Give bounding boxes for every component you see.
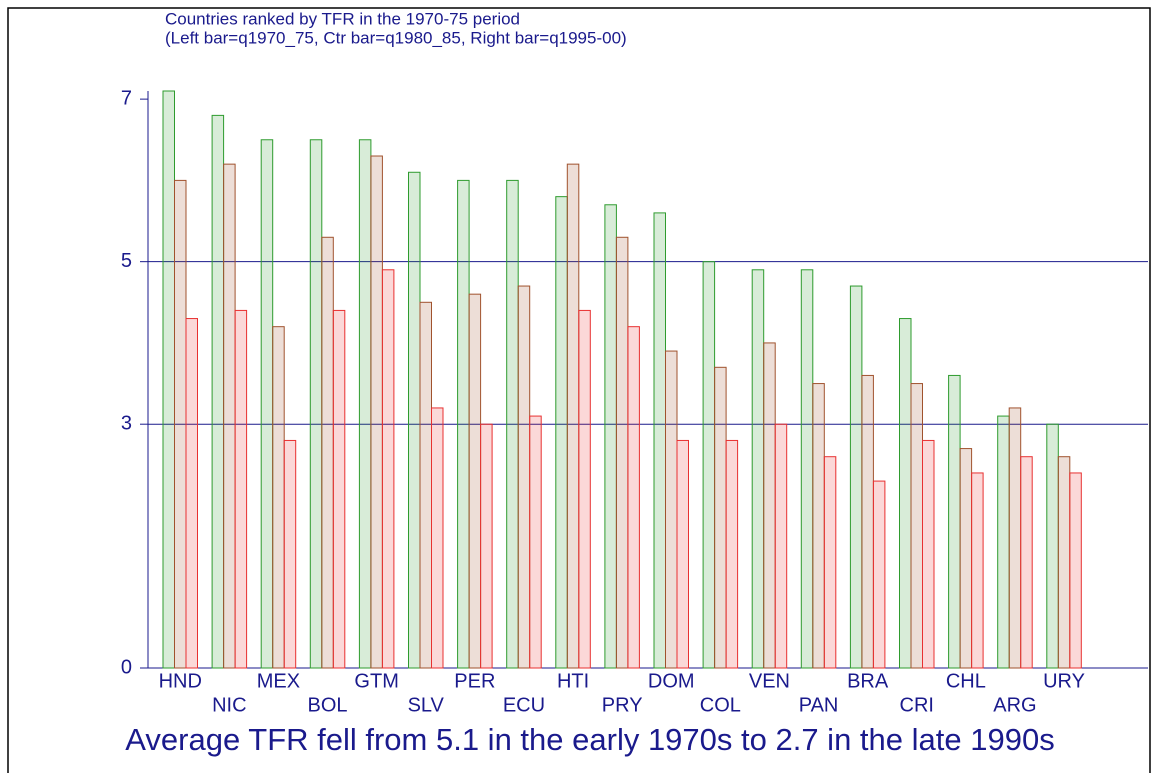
bar (714, 366, 727, 669)
bar (408, 171, 421, 669)
bar (1057, 456, 1071, 669)
bar (627, 326, 640, 669)
bar (899, 318, 912, 669)
bar (578, 309, 591, 669)
bar (174, 179, 187, 669)
bar (358, 139, 372, 669)
y-tick-label: 5 (121, 250, 132, 272)
y-tick-label: 0 (121, 656, 132, 678)
bar (529, 415, 542, 669)
bar (309, 139, 323, 669)
bar (370, 155, 383, 669)
bar (332, 309, 346, 669)
bar (381, 269, 395, 669)
x-tick-label: HND (159, 670, 202, 692)
chart-title: Countries ranked by TFR in the 1970-75 p… (165, 9, 520, 28)
x-tick-label: NIC (212, 694, 246, 716)
bar (234, 309, 248, 669)
x-tick-label: CRI (900, 694, 934, 716)
x-tick-label: PRY (602, 694, 643, 716)
x-tick-label: BOL (308, 694, 348, 716)
bar (1008, 407, 1022, 669)
x-tick-label: ARG (993, 694, 1036, 716)
bar (665, 350, 678, 669)
bar (948, 374, 961, 669)
bar (321, 236, 334, 669)
bar (604, 204, 617, 669)
x-tick-label: PER (454, 670, 495, 692)
bar (1046, 423, 1059, 669)
bar (800, 269, 814, 669)
bar (506, 179, 519, 669)
bar (725, 439, 739, 669)
x-tick-label: COL (700, 694, 741, 716)
x-tick-label: PAN (799, 694, 839, 716)
bar (260, 139, 274, 669)
bar (763, 342, 776, 669)
bar (517, 285, 531, 669)
x-tick-label: MEX (257, 670, 300, 692)
bar (211, 114, 225, 669)
bar (922, 439, 935, 669)
chart-note: Average TFR fell from 5.1 in the early 1… (125, 722, 1054, 757)
x-tick-label: URY (1043, 670, 1085, 692)
bar (653, 212, 666, 669)
x-tick-label: VEN (749, 670, 790, 692)
y-tick-label: 7 (121, 87, 132, 109)
bar (272, 326, 285, 669)
bar (959, 448, 973, 669)
x-tick-label: ECU (503, 694, 545, 716)
bar (566, 163, 580, 669)
x-tick-label: GTM (354, 670, 398, 692)
bar (910, 383, 923, 669)
bar (162, 90, 175, 669)
bar (431, 407, 444, 669)
bar (555, 196, 568, 669)
chart-subtitle: (Left bar=q1970_75, Ctr bar=q1980_85, Ri… (165, 28, 627, 47)
bar (615, 236, 629, 669)
bar (283, 439, 297, 669)
bar (457, 179, 470, 669)
frame (7, 7, 1151, 778)
bar (676, 439, 689, 669)
x-tick-label: HTI (557, 670, 589, 692)
x-tick-label: CHL (946, 670, 986, 692)
x-tick-label: DOM (648, 670, 695, 692)
bar (849, 285, 863, 669)
bar (774, 423, 788, 669)
y-tick-label: 3 (121, 412, 132, 434)
bar (480, 423, 493, 669)
x-tick-label: SLV (408, 694, 445, 716)
bar (702, 261, 716, 669)
bar (751, 269, 765, 669)
x-tick-label: BRA (847, 670, 889, 692)
bar (1069, 472, 1082, 669)
bar (1020, 456, 1033, 669)
bar (971, 472, 984, 669)
bar (812, 383, 825, 669)
bar (419, 301, 432, 669)
bar (223, 163, 236, 669)
bar (823, 456, 837, 669)
bar (185, 318, 198, 669)
bar (861, 374, 874, 669)
bar (997, 415, 1010, 669)
bar (468, 293, 482, 669)
bar (872, 480, 886, 669)
